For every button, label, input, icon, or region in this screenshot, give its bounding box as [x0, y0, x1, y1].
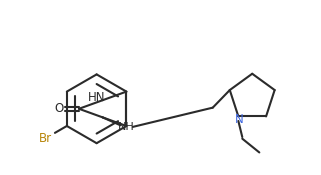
Text: O: O [54, 102, 63, 115]
Text: Br: Br [39, 132, 52, 145]
Text: N: N [235, 113, 243, 125]
Text: NH: NH [118, 122, 134, 132]
Text: HN: HN [88, 91, 106, 104]
